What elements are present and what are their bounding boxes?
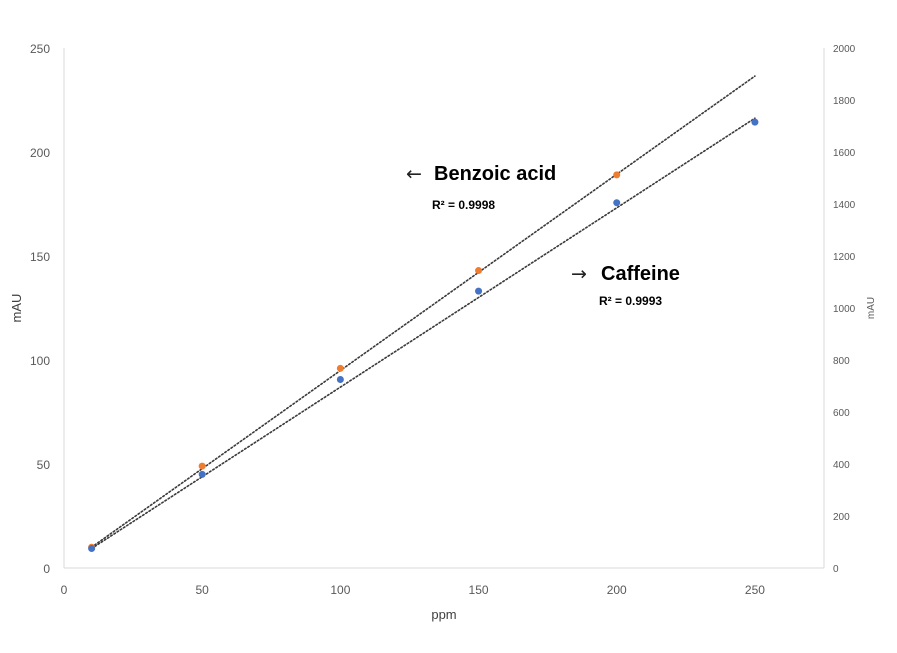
right-y-tick-label: 2000 <box>833 44 856 55</box>
caffeine-data-point <box>198 470 206 478</box>
caffeine-data-point <box>613 199 621 207</box>
right-y-tick-label: 400 <box>833 460 850 471</box>
caffeine-label: Caffeine <box>601 263 680 285</box>
x-tick-label: 0 <box>61 583 68 597</box>
benzoic-acid-data-point <box>475 267 483 275</box>
benzoic-acid-label: Benzoic acid <box>434 163 556 185</box>
caffeine-arrow: → <box>571 263 587 285</box>
caffeine-data-point <box>751 118 759 126</box>
right-y-tick-label: 1800 <box>833 96 856 107</box>
right-y-tick-label: 0 <box>833 564 839 575</box>
right-y-tick-label: 1400 <box>833 200 856 211</box>
benzoic-acid-data-point <box>336 364 344 372</box>
left-y-axis-title: mAU <box>9 294 24 323</box>
x-tick-label: 200 <box>607 583 627 597</box>
right-y-tick-label: 1600 <box>833 148 856 159</box>
right-y-tick-label: 800 <box>833 356 850 367</box>
benzoic-acid-data-point <box>198 462 206 470</box>
left-y-tick-label: 100 <box>30 354 50 368</box>
left-y-tick-label: 0 <box>43 562 50 576</box>
x-tick-label: 50 <box>196 583 210 597</box>
left-y-tick-label: 50 <box>37 458 51 472</box>
x-tick-labels: 0 50 100 150 200 250 <box>61 583 766 597</box>
left-y-tick-label: 150 <box>30 250 50 264</box>
benzoic-acid-arrow: ← <box>406 163 422 185</box>
caffeine-r2: R² = 0.9993 <box>599 294 662 308</box>
x-tick-label: 150 <box>469 583 489 597</box>
right-y-tick-labels: 0 200 400 600 800 1000 1200 1400 1600 1800 2000 <box>833 44 856 575</box>
right-y-tick-label: 200 <box>833 512 850 523</box>
x-tick-label: 100 <box>330 583 350 597</box>
caffeine-data-point <box>475 287 483 295</box>
trendlines <box>90 75 756 550</box>
right-y-tick-label: 1200 <box>833 252 856 263</box>
caffeine-trendline <box>90 117 756 550</box>
x-axis-title: ppm <box>431 607 456 622</box>
benzoic-acid-data-point <box>613 171 621 179</box>
right-y-axis-title: mAU <box>866 297 877 319</box>
caffeine-data-point <box>88 545 96 552</box>
x-tick-label: 250 <box>745 583 765 597</box>
left-y-tick-label: 250 <box>30 42 50 56</box>
left-y-tick-labels: 0 50 100 150 200 250 <box>30 42 50 576</box>
left-y-tick-label: 200 <box>30 146 50 160</box>
data-points <box>88 118 759 552</box>
caffeine-data-point <box>336 376 344 383</box>
right-y-tick-label: 1000 <box>833 304 856 315</box>
benzoic-acid-r2: R² = 0.9998 <box>432 198 495 212</box>
right-y-tick-label: 600 <box>833 408 850 419</box>
benzoic-acid-trendline <box>90 75 756 549</box>
